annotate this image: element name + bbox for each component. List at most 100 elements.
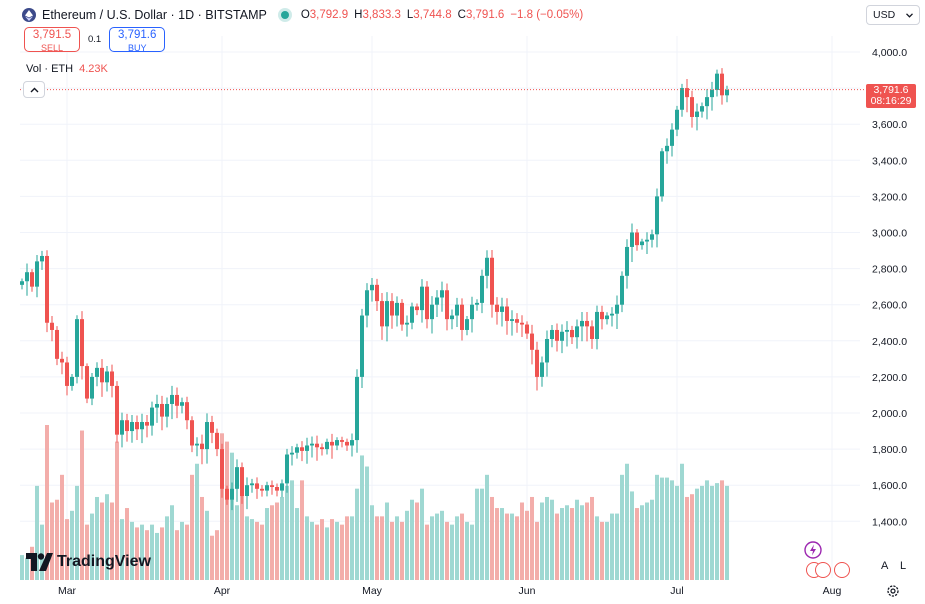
candle-body [605,315,609,320]
candle-body [25,272,29,282]
volume-bar [395,516,399,580]
chart-header: Ethereum / U.S. Dollar · 1D · BITSTAMP O… [22,6,583,24]
volume-bar [150,524,154,580]
volume-bar [670,480,674,580]
volume-bar [300,480,304,580]
log-scale-button[interactable]: L [900,560,907,572]
volume-bar [520,502,524,580]
candle-body [65,362,69,386]
symbol-title[interactable]: Ethereum / U.S. Dollar · 1D · BITSTAMP [42,8,267,22]
candle-body [95,367,99,377]
volume-legend[interactable]: Vol · ETH 4.23K [26,63,108,75]
volume-bar [510,513,514,580]
y-tick-label: 1,600.0 [872,480,907,492]
us-flag-event-icon[interactable] [834,562,850,578]
candle-body [160,403,164,417]
candle-body [565,329,569,332]
volume-bar [325,527,329,580]
candle-body [80,319,84,367]
candle-body [535,349,539,377]
candle-body [695,111,699,117]
tradingview-logo[interactable]: TradingView [26,553,151,571]
volume-bar [265,508,269,580]
candle-body [410,306,414,323]
volume-bar [320,519,324,580]
volume-bar [180,521,184,580]
tradingview-icon [26,553,53,571]
volume-bar [540,502,544,580]
candle-body [310,443,314,446]
volume-bar [25,557,29,580]
volume-bar [565,505,569,580]
volume-bar [105,494,109,580]
candle-body [210,422,214,433]
candle-body [370,284,374,291]
price-axis[interactable]: 4,000.03,800.03,600.03,400.03,200.03,000… [872,47,907,528]
ohlc-values: O3,792.9 H3,833.3 L3,744.8 C3,791.6 −1.8… [301,9,583,21]
currency-select[interactable]: USD [866,5,920,25]
candle-body [125,420,129,432]
y-tick-label: 3,400.0 [872,155,907,167]
volume-bar [715,483,719,580]
x-tick-label: Apr [213,585,231,597]
volume-bar [310,521,314,580]
volume-bar [420,488,424,580]
candle-body [705,97,709,107]
candle-body [35,261,39,287]
volume-bar [710,485,714,580]
volume-bar [610,513,614,580]
candle-body [490,257,494,305]
candle-body [665,145,669,152]
candle-body [635,232,639,246]
ethereum-icon [22,8,36,22]
auto-scale-button[interactable]: A [881,560,889,572]
candle-body [420,286,424,311]
volume-bar [345,516,349,580]
candle-body [475,302,479,305]
volume-bar [630,491,634,580]
candle-body [520,322,524,325]
volume-bar [340,524,344,580]
candle-body [455,304,459,316]
volume-bar [700,485,704,580]
candles [20,68,729,511]
volume-bar [555,513,559,580]
volume-bar [255,521,259,580]
volume-bar [645,502,649,580]
candle-body [700,106,704,112]
us-flag-event-icon[interactable] [815,562,831,578]
sell-button[interactable]: 3,791.5 SELL [24,27,80,53]
collapse-legend-button[interactable] [23,81,45,98]
candle-body [270,485,274,488]
volume-bar [85,524,89,580]
candle-body [585,320,589,327]
candle-body [90,376,94,399]
candle-body [375,284,379,302]
volume-bar [330,519,334,580]
volume-bar [575,499,579,580]
candle-body [545,338,549,363]
volume-bar [305,516,309,580]
lightning-event-icon[interactable] [804,541,822,559]
volume-bar [600,521,604,580]
volume-bar [425,524,429,580]
volume-bar [215,530,219,580]
y-tick-label: 2,000.0 [872,408,907,420]
candle-body [150,407,154,426]
candle-body [580,320,584,327]
candle-body [725,89,729,96]
sell-label: SELL [40,43,64,53]
candle-body [460,304,464,330]
volume-bar [720,480,724,580]
candle-body [550,329,554,339]
candle-body [560,331,564,341]
volume-bar [695,488,699,580]
settings-gear-icon[interactable] [886,584,900,598]
volume-bar [280,496,284,580]
buy-button[interactable]: 3,791.6 BUY [109,27,166,53]
candle-body [625,246,629,276]
market-status-icon[interactable] [280,11,289,19]
candle-body [70,376,74,386]
candle-body [250,483,254,486]
